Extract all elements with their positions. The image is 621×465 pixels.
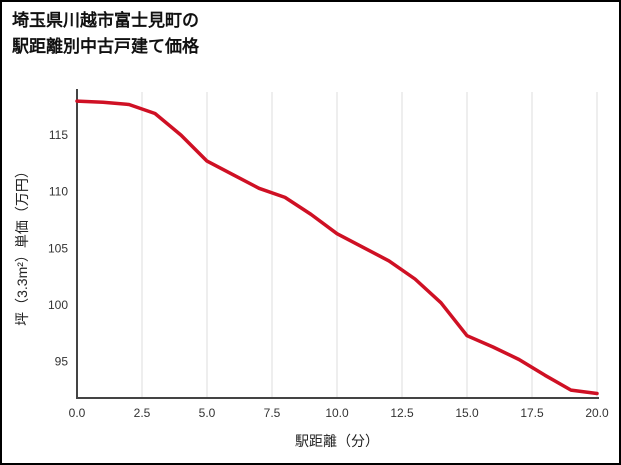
x-tick-label: 2.5 [134, 406, 151, 420]
y-tick-label: 95 [55, 355, 69, 369]
chart-title-line2: 駅距離別中古戸建て価格 [12, 36, 199, 56]
y-tick-label: 115 [49, 128, 68, 142]
x-tick-label: 12.5 [390, 406, 414, 420]
price-line-series [75, 99, 599, 396]
y-axis-label: 坪（3.3m²）単価（万円） [14, 164, 30, 326]
y-tick-label: 105 [48, 241, 68, 255]
chart-title-line1: 埼玉県川越市富士見町の [12, 11, 199, 30]
y-tick-label: 100 [48, 298, 68, 312]
chart-title: 埼玉県川越市富士見町の 駅距離別中古戸建て価格 [12, 8, 199, 59]
x-tick-label: 7.5 [264, 406, 281, 420]
x-tick-label: 20.0 [585, 406, 609, 420]
x-tick-label: 17.5 [520, 406, 544, 420]
y-tick-label: 110 [49, 185, 68, 199]
x-axis-label: 駅距離（分） [295, 433, 379, 449]
x-tick-label: 5.0 [199, 406, 216, 420]
x-tick-label: 0.0 [69, 406, 86, 420]
x-tick-label: 10.0 [325, 406, 349, 420]
x-tick-label: 15.0 [455, 406, 479, 420]
